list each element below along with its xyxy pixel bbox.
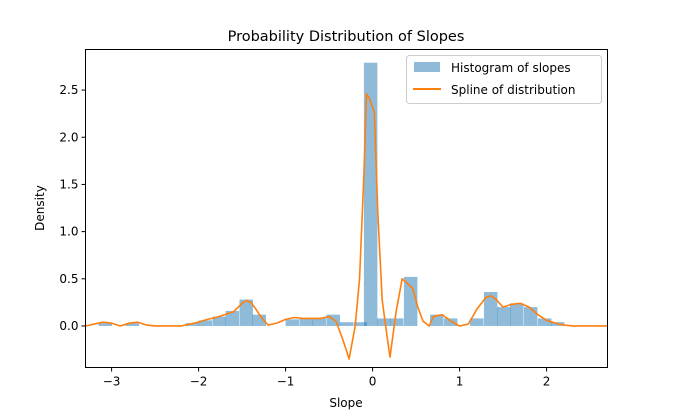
legend: Histogram of slopes Spline of distributi… [406, 55, 602, 104]
chart-title: Probability Distribution of Slopes [228, 29, 465, 45]
spline-layer [85, 93, 608, 360]
plot-frame [85, 49, 608, 368]
histogram-bar-21 [483, 292, 498, 326]
histogram-bar-7 [252, 314, 267, 326]
histogram-bar-17 [403, 276, 418, 326]
histogram-bar-18 [430, 314, 444, 326]
x-axis-ticks: −3 −2 −1 0 1 2 [103, 367, 551, 389]
histogram-bar-11 [326, 314, 340, 326]
histogram-bar-25 [537, 318, 552, 326]
histogram-bar-19 [443, 318, 458, 326]
histogram-bar-9 [299, 318, 314, 326]
histogram-bar-0 [98, 323, 113, 326]
y-tick-label: 2.0 [59, 130, 78, 144]
histogram-bar-20 [470, 318, 484, 326]
legend-swatch-histogram [414, 62, 440, 72]
spline-line [85, 93, 608, 360]
y-tick-label: 2.5 [59, 83, 78, 97]
y-tick-label: 0.0 [59, 319, 78, 333]
histogram-bar-14 [363, 62, 378, 326]
x-tick-label: 1 [456, 375, 464, 389]
histogram-bar-6 [239, 299, 253, 326]
histogram-bar-13 [353, 322, 367, 326]
y-axis-ticks: 0.0 0.5 1.0 1.5 2.0 2.5 [59, 83, 86, 333]
legend-box [406, 55, 602, 104]
y-tick-label: 1.0 [59, 225, 78, 239]
legend-label-histogram: Histogram of slopes [451, 61, 571, 75]
histogram-bar-4 [212, 316, 227, 326]
histogram-bar-24 [523, 307, 538, 326]
histogram-bar-2 [185, 323, 200, 326]
histogram-bar-10 [312, 318, 327, 326]
histogram-bar-3 [198, 320, 213, 326]
y-tick-label: 0.5 [59, 272, 78, 286]
y-axis-label: Density [33, 185, 47, 231]
histogram-bar-12 [339, 322, 354, 326]
y-tick-label: 1.5 [59, 177, 78, 191]
histogram-bar-8 [285, 319, 300, 326]
histogram-bar-1 [125, 323, 140, 326]
legend-label-spline: Spline of distribution [451, 83, 575, 97]
x-axis-label: Slope [329, 396, 362, 410]
x-tick-label: −3 [103, 375, 121, 389]
histogram-bar-5 [225, 310, 240, 326]
x-tick-label: 0 [369, 375, 377, 389]
x-tick-label: −2 [190, 375, 208, 389]
histogram-bar-22 [497, 307, 511, 326]
histogram-bar-23 [510, 303, 524, 326]
x-tick-label: −1 [277, 375, 295, 389]
x-tick-label: 2 [543, 375, 551, 389]
histogram-bars [98, 62, 565, 326]
histogram-bar-16 [390, 318, 404, 326]
histogram-bar-15 [376, 318, 391, 326]
